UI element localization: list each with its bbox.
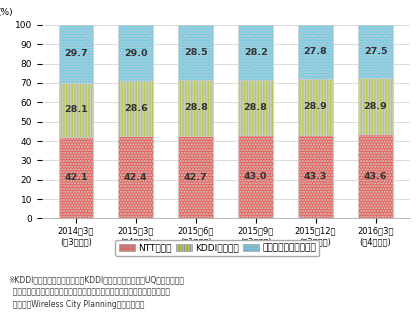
- Bar: [178, 80, 213, 136]
- Bar: [238, 80, 273, 135]
- Text: ※KDDIグループのシェアには、KDDI、沖縄セルラー及びUQコミュニケー
  ションズが、ソフトバンクグループのシェアにはソフトバンク、ワイモバイ
  ル、及: ※KDDIグループのシェアには、KDDI、沖縄セルラー及びUQコミュニケー ショ…: [8, 275, 184, 309]
- Bar: [178, 25, 213, 80]
- Text: 28.6: 28.6: [124, 104, 148, 113]
- Text: 43.3: 43.3: [304, 172, 327, 181]
- Bar: [118, 81, 153, 136]
- Bar: [298, 79, 333, 135]
- Bar: [178, 136, 213, 218]
- Text: 28.8: 28.8: [244, 103, 268, 112]
- Bar: [118, 136, 153, 218]
- Text: 42.7: 42.7: [184, 173, 208, 182]
- Text: 42.4: 42.4: [124, 173, 148, 182]
- Text: 27.5: 27.5: [364, 47, 387, 56]
- Text: 43.0: 43.0: [244, 172, 268, 181]
- Bar: [238, 135, 273, 218]
- Bar: [358, 78, 393, 134]
- Bar: [59, 83, 93, 137]
- Text: (%): (%): [0, 8, 13, 17]
- Bar: [238, 25, 273, 80]
- Bar: [59, 25, 93, 83]
- Text: 42.1: 42.1: [64, 173, 88, 182]
- Text: 28.2: 28.2: [244, 48, 268, 57]
- Text: 43.6: 43.6: [364, 172, 387, 181]
- Text: 28.9: 28.9: [364, 102, 387, 111]
- Text: 27.8: 27.8: [304, 47, 327, 56]
- Bar: [118, 25, 153, 81]
- Bar: [59, 137, 93, 218]
- Bar: [358, 134, 393, 218]
- Legend: NTTドコモ, KDDIグループ, ソフトバンクグループ: NTTドコモ, KDDIグループ, ソフトバンクグループ: [115, 240, 319, 256]
- Text: 28.8: 28.8: [184, 104, 208, 112]
- Text: 28.1: 28.1: [64, 105, 88, 114]
- Text: 29.0: 29.0: [124, 48, 148, 57]
- Bar: [298, 25, 333, 79]
- Bar: [358, 25, 393, 78]
- Text: 29.7: 29.7: [64, 49, 88, 58]
- Text: 28.5: 28.5: [184, 48, 208, 57]
- Bar: [298, 135, 333, 218]
- Text: 28.9: 28.9: [304, 102, 327, 111]
